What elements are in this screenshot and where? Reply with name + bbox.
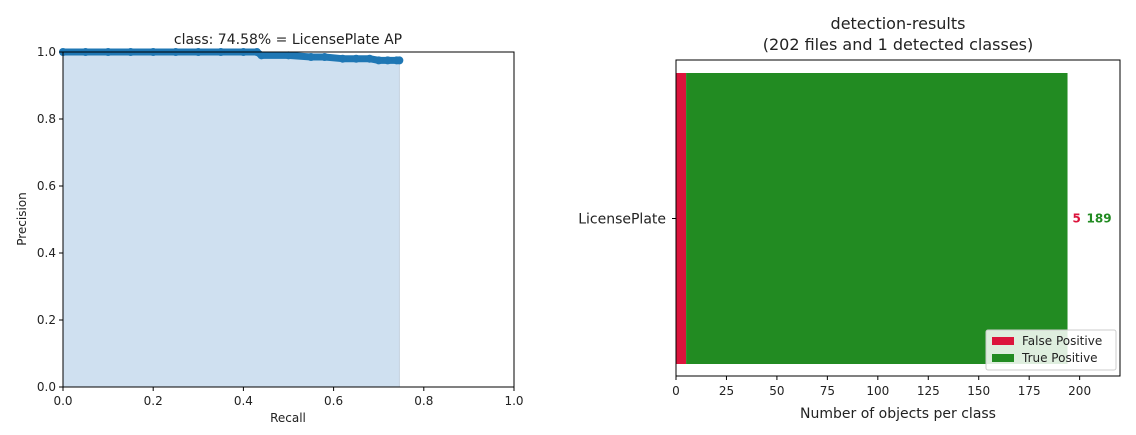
pr-x-tick-label: 0.2 bbox=[144, 394, 163, 408]
pr-curve-point bbox=[338, 54, 347, 63]
det-x-tick-label: 100 bbox=[866, 384, 889, 398]
pr-curve-point bbox=[320, 53, 329, 62]
pr-curve-point bbox=[257, 51, 266, 60]
legend-swatch bbox=[992, 337, 1014, 345]
true-positive-value-label: 189 bbox=[1087, 212, 1112, 226]
pr-y-tick-label: 1.0 bbox=[37, 45, 56, 59]
det-x-tick-label: 200 bbox=[1068, 384, 1091, 398]
det-x-tick-label: 150 bbox=[967, 384, 990, 398]
pr-curve-point bbox=[365, 54, 374, 63]
pr-y-tick-label: 0.8 bbox=[37, 112, 56, 126]
pr-x-tick-label: 0.6 bbox=[324, 394, 343, 408]
true-positive-bar bbox=[686, 73, 1068, 364]
pr-curve-point bbox=[395, 56, 404, 65]
pr-y-tick-label: 0.6 bbox=[37, 179, 56, 193]
det-chart-subtitle: (202 files and 1 detected classes) bbox=[763, 35, 1034, 54]
pr-curve-point bbox=[383, 56, 392, 65]
pr-curve-point bbox=[307, 53, 316, 62]
false-positive-bar bbox=[676, 73, 687, 364]
pr-x-axis-label: Recall bbox=[270, 411, 306, 425]
pr-y-tick-label: 0.0 bbox=[37, 380, 56, 394]
det-chart-title: detection-results bbox=[831, 14, 966, 33]
pr-x-tick-label: 0.0 bbox=[53, 394, 72, 408]
legend-label: False Positive bbox=[1022, 334, 1102, 348]
det-x-tick-label: 75 bbox=[820, 384, 835, 398]
pr-x-tick-label: 0.8 bbox=[414, 394, 433, 408]
det-x-tick-label: 125 bbox=[917, 384, 940, 398]
pr-curve-point bbox=[284, 51, 293, 60]
pr-curve-point bbox=[352, 54, 361, 63]
pr-y-axis-label: Precision bbox=[15, 192, 29, 246]
pr-y-tick-label: 0.2 bbox=[37, 313, 56, 327]
pr-curve-point bbox=[374, 56, 383, 65]
pr-chart-title: class: 74.58% = LicensePlate AP bbox=[174, 32, 402, 48]
det-x-tick-label: 175 bbox=[1018, 384, 1041, 398]
pr-x-tick-label: 1.0 bbox=[504, 394, 523, 408]
det-legend-box bbox=[985, 329, 1117, 371]
det-x-axis-label: Number of objects per class bbox=[800, 406, 996, 422]
legend-swatch bbox=[992, 354, 1014, 362]
det-x-tick-label: 25 bbox=[719, 384, 734, 398]
det-x-tick-label: 0 bbox=[672, 384, 680, 398]
legend-label: True Positive bbox=[1021, 351, 1098, 365]
pr-y-tick-label: 0.4 bbox=[37, 246, 56, 260]
pr-x-tick-label: 0.4 bbox=[234, 394, 253, 408]
pr-plot-frame bbox=[62, 51, 515, 388]
det-category-label: LicensePlate bbox=[578, 212, 666, 228]
false-positive-value-label: 5 bbox=[1073, 212, 1081, 226]
det-x-tick-label: 50 bbox=[769, 384, 784, 398]
